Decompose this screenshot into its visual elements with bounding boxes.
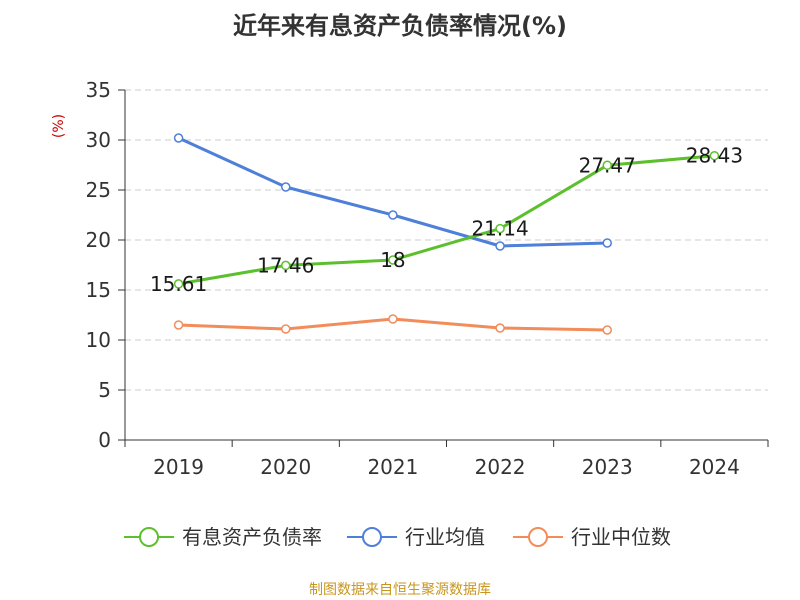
series-line [177, 136, 608, 248]
data-point [281, 260, 291, 271]
data-point [173, 320, 184, 330]
y-tick-label: 20 [86, 228, 111, 252]
data-point [602, 325, 612, 335]
legend-item: 行业中位数 [513, 525, 671, 549]
y-tick-label: 5 [98, 378, 111, 402]
legend-label: 行业均值 [405, 525, 485, 549]
data-point [281, 324, 291, 334]
y-tick-label: 10 [86, 328, 111, 352]
data-point [495, 241, 505, 251]
y-axis-label: (%) [51, 114, 67, 138]
axes: 0 5 10 15 20 25 30 35 2019 2020 2021 2022 2023 2024 [86, 78, 769, 479]
data-point [388, 314, 398, 324]
legend: 有息资产负债率 行业均值 行业中位数 [124, 525, 671, 549]
data-point [388, 210, 398, 220]
x-tick-label: 2024 [689, 455, 740, 479]
x-tick-label: 2021 [367, 455, 418, 479]
series-layer [173, 133, 720, 335]
x-tick-label: 2023 [582, 455, 633, 479]
legend-item: 行业均值 [347, 525, 485, 549]
legend-label: 有息资产负债率 [182, 525, 322, 549]
data-label: 28.43 [686, 144, 743, 168]
data-label: 17.46 [257, 253, 314, 277]
data-point [173, 133, 184, 143]
data-point [709, 150, 720, 161]
data-label: 27.47 [579, 153, 636, 177]
legend-swatch-marker [139, 527, 159, 547]
source-note: 制图数据来自恒生聚源数据库 [309, 582, 491, 598]
chart-title: 近年来有息资产负债率情况(%) [233, 12, 567, 40]
y-tick-label: 25 [86, 178, 111, 202]
legend-item: 有息资产负债率 [124, 525, 322, 549]
y-tick-label: 15 [86, 278, 111, 302]
data-point [495, 223, 505, 234]
y-tick-label: 0 [98, 428, 111, 452]
x-tick-label: 2022 [475, 455, 526, 479]
data-labels: 15.61 17.46 18 21.14 27.47 28.43 [150, 144, 743, 296]
data-point [388, 255, 398, 265]
data-point [602, 160, 612, 171]
y-tick-label: 30 [86, 128, 111, 152]
data-label: 15.61 [150, 272, 207, 296]
data-label: 18 [380, 248, 405, 272]
y-tick-label: 35 [86, 78, 111, 102]
legend-swatch-marker [528, 527, 548, 547]
data-point [602, 238, 612, 248]
x-tick-label: 2020 [260, 455, 311, 479]
data-point [281, 182, 291, 192]
x-tick-label: 2019 [153, 455, 204, 479]
legend-swatch-marker [362, 527, 382, 547]
grid [125, 89, 768, 391]
data-label: 21.14 [471, 217, 528, 241]
data-point [173, 279, 184, 289]
legend-label: 行业中位数 [571, 525, 671, 549]
data-point [495, 323, 505, 333]
series-line [178, 154, 715, 286]
